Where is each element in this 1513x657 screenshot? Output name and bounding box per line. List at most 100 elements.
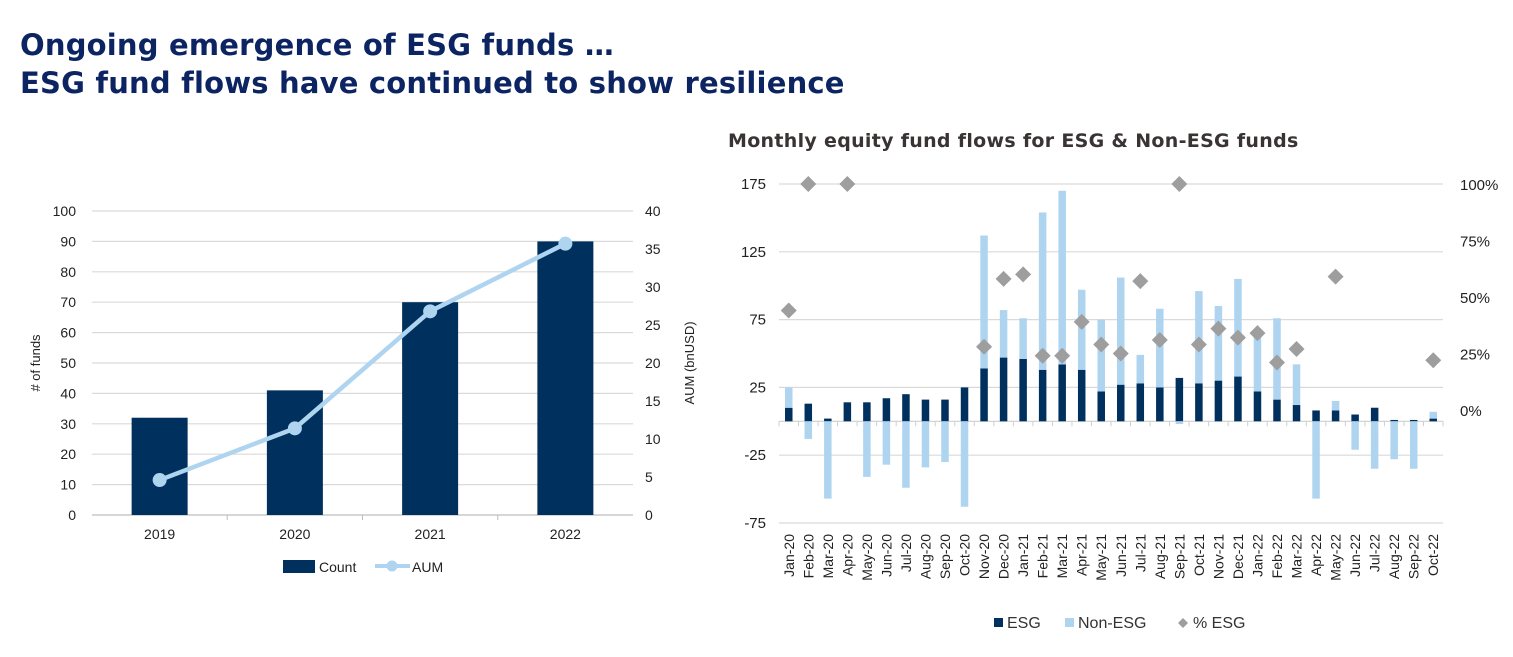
x-tick-label: Oct-21 xyxy=(1191,534,1207,576)
esg-bar xyxy=(1312,410,1320,422)
esg-bar xyxy=(1058,364,1066,422)
non-esg-bar xyxy=(1175,421,1184,425)
non-esg-bar xyxy=(863,421,871,477)
pct-esg-marker xyxy=(995,270,1012,287)
aum-point xyxy=(287,421,302,436)
x-tick-label: 2019 xyxy=(144,526,175,542)
non-esg-bar xyxy=(960,421,969,507)
esg-bar xyxy=(1038,369,1047,422)
non-esg-bar xyxy=(1136,354,1145,384)
y-tick-label: 25 xyxy=(749,379,766,396)
headline-line-2: ESG fund flows have continued to show re… xyxy=(20,66,845,100)
y2-tick-label: 10 xyxy=(645,431,661,447)
y-tick-label: 20 xyxy=(60,446,76,462)
non-esg-bar xyxy=(1019,318,1027,359)
x-tick-label: Sep-21 xyxy=(1171,534,1187,579)
y-tick-label: 70 xyxy=(60,294,76,310)
pct-esg-marker xyxy=(1249,325,1266,342)
esg-bar xyxy=(824,418,832,422)
x-tick-label: Apr-20 xyxy=(839,534,855,576)
y-tick-label: 100 xyxy=(53,203,77,219)
esg-bar xyxy=(1234,376,1242,422)
non-esg-bar xyxy=(824,421,832,499)
y-tick-label: 40 xyxy=(60,385,76,401)
x-tick-label: 2021 xyxy=(415,526,446,542)
legend-non-esg-label: Non-ESG xyxy=(1078,615,1146,632)
count-bar xyxy=(402,302,459,515)
esg-bar xyxy=(1175,377,1184,422)
pct-esg-marker xyxy=(1288,340,1305,357)
y2-tick-label: 5 xyxy=(645,469,653,485)
non-esg-bar xyxy=(1214,306,1223,381)
esg-bar xyxy=(1077,369,1086,422)
x-tick-label: Aug-21 xyxy=(1152,534,1168,579)
pct-esg-marker xyxy=(1151,331,1168,348)
non-esg-bar xyxy=(1409,421,1418,469)
y2-tick-label: 15 xyxy=(645,393,661,409)
esg-bar xyxy=(941,399,949,422)
non-esg-bar xyxy=(980,235,988,369)
legend-esg-swatch xyxy=(994,618,1003,627)
esg-bar xyxy=(1390,419,1398,422)
x-tick-label: Sep-20 xyxy=(937,534,953,579)
y-tick-label: 80 xyxy=(60,264,76,280)
y-tick-label: 30 xyxy=(60,416,76,432)
esg-bar xyxy=(921,399,930,422)
y2-tick-label: 25 xyxy=(645,317,661,333)
x-tick-label: Mar-21 xyxy=(1054,534,1070,579)
esg-bar xyxy=(999,357,1008,422)
legend-pct-esg-marker xyxy=(1178,618,1188,628)
x-tick-label: Aug-22 xyxy=(1386,534,1402,579)
x-tick-label: Nov-21 xyxy=(1210,534,1226,579)
x-tick-label: Mar-20 xyxy=(820,534,836,579)
legend-count-label: Count xyxy=(319,559,356,575)
x-tick-label: Feb-22 xyxy=(1269,534,1285,579)
pct-esg-marker xyxy=(1015,266,1032,283)
non-esg-bar xyxy=(1370,421,1379,469)
esg-bar xyxy=(1331,410,1340,422)
count-bar xyxy=(131,417,188,515)
esg-bar xyxy=(1214,380,1223,422)
y-tick-label: 125 xyxy=(741,244,766,261)
aum-line xyxy=(158,241,567,483)
pct-esg-marker xyxy=(1171,176,1188,192)
headline-line-1: Ongoing emergence of ESG funds … xyxy=(20,28,614,62)
esg-bar xyxy=(804,403,813,422)
esg-bar xyxy=(1253,391,1262,422)
esg-bar xyxy=(902,394,910,422)
non-esg-bar xyxy=(1058,190,1066,365)
y2-tick-label: 30 xyxy=(645,279,661,295)
esg-bar xyxy=(1156,387,1164,422)
x-tick-label: Dec-20 xyxy=(996,534,1012,579)
pct-esg-marker xyxy=(1229,329,1246,346)
non-esg-bar xyxy=(999,310,1008,358)
x-tick-label: Jun-20 xyxy=(878,534,894,577)
non-esg-bar xyxy=(1253,333,1262,392)
esg-bar xyxy=(843,402,852,422)
pct-esg-marker xyxy=(1269,354,1285,371)
pct-esg-marker xyxy=(1073,313,1090,330)
legend-pct-esg-label: % ESG xyxy=(1193,615,1245,632)
non-esg-bar xyxy=(1331,400,1340,411)
x-tick-label: Jul-22 xyxy=(1367,534,1383,572)
esg-bar xyxy=(1273,399,1281,422)
esg-bar xyxy=(980,368,988,422)
y2-axis-title: AUM (bnUSD) xyxy=(682,321,697,404)
pct-esg-marker xyxy=(1327,268,1344,285)
pct-esg-marker xyxy=(800,176,817,192)
y2-tick-label: 20 xyxy=(645,355,661,371)
x-tick-label: Aug-20 xyxy=(917,534,933,579)
non-esg-bar xyxy=(902,421,910,488)
pct-esg-marker xyxy=(1132,273,1149,290)
non-esg-bar xyxy=(1234,278,1242,377)
y2-tick-label: 25% xyxy=(1460,347,1490,364)
x-tick-label: Jun-21 xyxy=(1113,534,1129,577)
non-esg-bar xyxy=(941,421,949,462)
non-esg-bar xyxy=(785,387,793,408)
y-axis-title: # of funds xyxy=(28,334,43,392)
non-esg-bar xyxy=(1117,277,1125,385)
funds-count-aum-chart: 0 10 20 30 40 50 60 70 80 90 100 0 5 10 15 20 25 30 35 40 20… xyxy=(28,203,697,575)
esg-bar xyxy=(1136,383,1145,422)
x-tick-label: Apr-21 xyxy=(1074,534,1090,576)
